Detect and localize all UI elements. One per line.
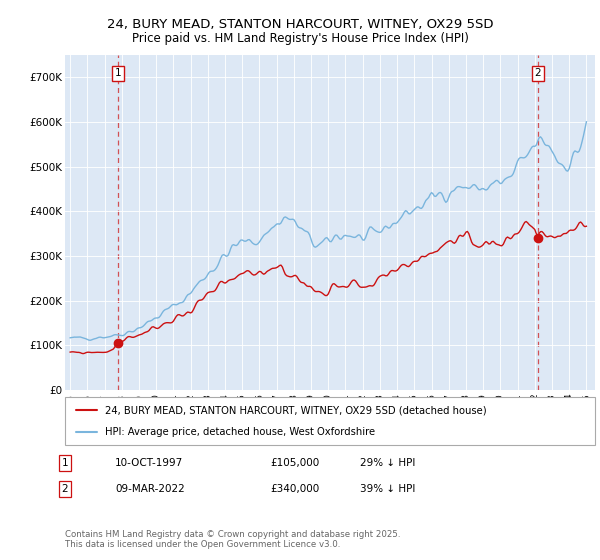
- Text: HPI: Average price, detached house, West Oxfordshire: HPI: Average price, detached house, West…: [105, 427, 375, 437]
- Text: Contains HM Land Registry data © Crown copyright and database right 2025.
This d: Contains HM Land Registry data © Crown c…: [65, 530, 401, 549]
- FancyBboxPatch shape: [65, 397, 595, 445]
- Text: Price paid vs. HM Land Registry's House Price Index (HPI): Price paid vs. HM Land Registry's House …: [131, 32, 469, 45]
- Text: £105,000: £105,000: [270, 458, 319, 468]
- Text: 10-OCT-1997: 10-OCT-1997: [115, 458, 183, 468]
- Text: £340,000: £340,000: [270, 484, 319, 494]
- Text: 09-MAR-2022: 09-MAR-2022: [115, 484, 185, 494]
- Text: 24, BURY MEAD, STANTON HARCOURT, WITNEY, OX29 5SD: 24, BURY MEAD, STANTON HARCOURT, WITNEY,…: [107, 18, 493, 31]
- Text: 2: 2: [535, 68, 541, 78]
- Text: 24, BURY MEAD, STANTON HARCOURT, WITNEY, OX29 5SD (detached house): 24, BURY MEAD, STANTON HARCOURT, WITNEY,…: [105, 405, 487, 416]
- Text: 1: 1: [62, 458, 68, 468]
- Text: 2: 2: [62, 484, 68, 494]
- Text: 1: 1: [115, 68, 122, 78]
- Text: 39% ↓ HPI: 39% ↓ HPI: [360, 484, 415, 494]
- Text: 29% ↓ HPI: 29% ↓ HPI: [360, 458, 415, 468]
